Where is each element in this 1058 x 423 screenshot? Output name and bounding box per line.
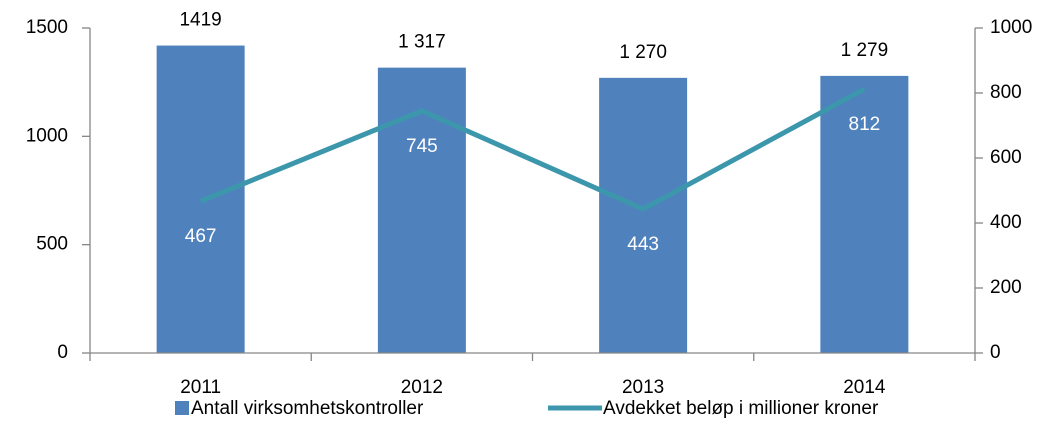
bar-value-label: 1419 [179, 10, 221, 31]
y-tick-label: 500 [36, 234, 68, 255]
y2-tick-label: 600 [990, 147, 1022, 168]
y-tick-label: 1500 [26, 17, 68, 38]
line-value-label: 812 [849, 114, 881, 135]
line-value-label: 443 [627, 234, 659, 255]
bar [820, 75, 909, 353]
bar [599, 77, 688, 353]
y2-tick-label: 200 [990, 277, 1022, 298]
legend-label: Antall virksomhetskontroller [191, 398, 424, 419]
y2-tick-label: 800 [990, 82, 1022, 103]
x-tick-label: 2014 [843, 377, 886, 398]
bar-value-label: 1 279 [841, 40, 889, 61]
y2-tick-label: 0 [990, 342, 1001, 363]
legend-swatch [175, 401, 189, 415]
bar-value-label: 1 317 [398, 32, 446, 53]
y-tick-label: 0 [57, 342, 68, 363]
y2-tick-label: 1000 [990, 17, 1032, 38]
y-tick-label: 1000 [26, 125, 68, 146]
legend-label: Avdekket beløp i millioner kroner [603, 398, 879, 419]
bar-value-label: 1 270 [619, 42, 667, 63]
bar [377, 67, 466, 354]
y2-tick-label: 400 [990, 212, 1022, 233]
line [199, 86, 866, 212]
x-tick-label: 2013 [622, 377, 664, 398]
line-value-label: 745 [406, 136, 438, 157]
x-tick-label: 2011 [180, 377, 221, 398]
line-value-label: 467 [185, 226, 217, 247]
x-tick-label: 2012 [401, 377, 443, 398]
